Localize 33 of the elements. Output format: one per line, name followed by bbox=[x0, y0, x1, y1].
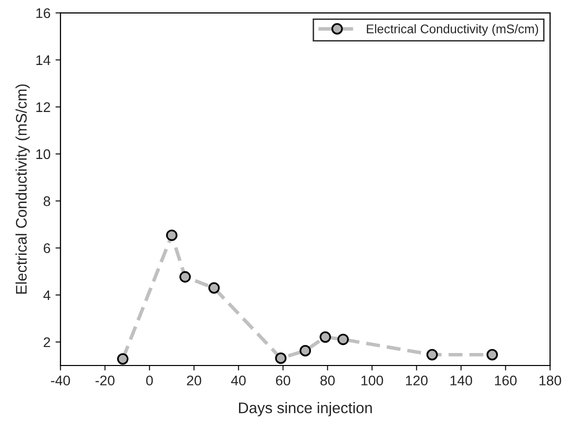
point bbox=[337, 334, 349, 346]
y-tick-label: 16 bbox=[36, 8, 50, 18]
x-tick-label: -20 bbox=[96, 376, 114, 386]
y-tick-label: 2 bbox=[44, 337, 50, 348]
x-tick-label: 180 bbox=[540, 376, 562, 386]
y-tick-label: 12 bbox=[36, 102, 50, 112]
point bbox=[300, 344, 311, 356]
point bbox=[208, 282, 220, 294]
point bbox=[117, 353, 128, 365]
x-tick-label: 0 bbox=[146, 376, 153, 386]
y-tick-label: 8 bbox=[44, 196, 50, 206]
x-tick-label: 80 bbox=[320, 376, 335, 386]
x-tick-label: 160 bbox=[495, 376, 517, 386]
point bbox=[426, 348, 438, 360]
x-tick-label: 100 bbox=[362, 376, 384, 386]
x-axis-title: Days since injection bbox=[239, 402, 372, 416]
point bbox=[179, 271, 191, 283]
y-tick-label: 4 bbox=[43, 290, 50, 300]
y-tick-label: 10 bbox=[36, 149, 50, 160]
point bbox=[486, 348, 498, 360]
y-tick-label: 6 bbox=[44, 243, 50, 254]
x-tick-label: 60 bbox=[276, 376, 290, 386]
point bbox=[320, 331, 332, 343]
point bbox=[166, 230, 178, 241]
legend-label: Electrical Conductivity (mS/cm) bbox=[366, 24, 538, 36]
x-tick-label: 20 bbox=[186, 376, 202, 386]
y-axis-title: Electrical Conductivity (mS/cm) bbox=[16, 84, 30, 294]
x-tick-label: 120 bbox=[406, 376, 428, 386]
y-tick-label: 14 bbox=[36, 55, 50, 65]
x-tick-label: 40 bbox=[231, 376, 246, 386]
x-tick-label: -40 bbox=[51, 376, 70, 386]
x-tick-label: 140 bbox=[450, 376, 472, 386]
point bbox=[275, 352, 286, 364]
